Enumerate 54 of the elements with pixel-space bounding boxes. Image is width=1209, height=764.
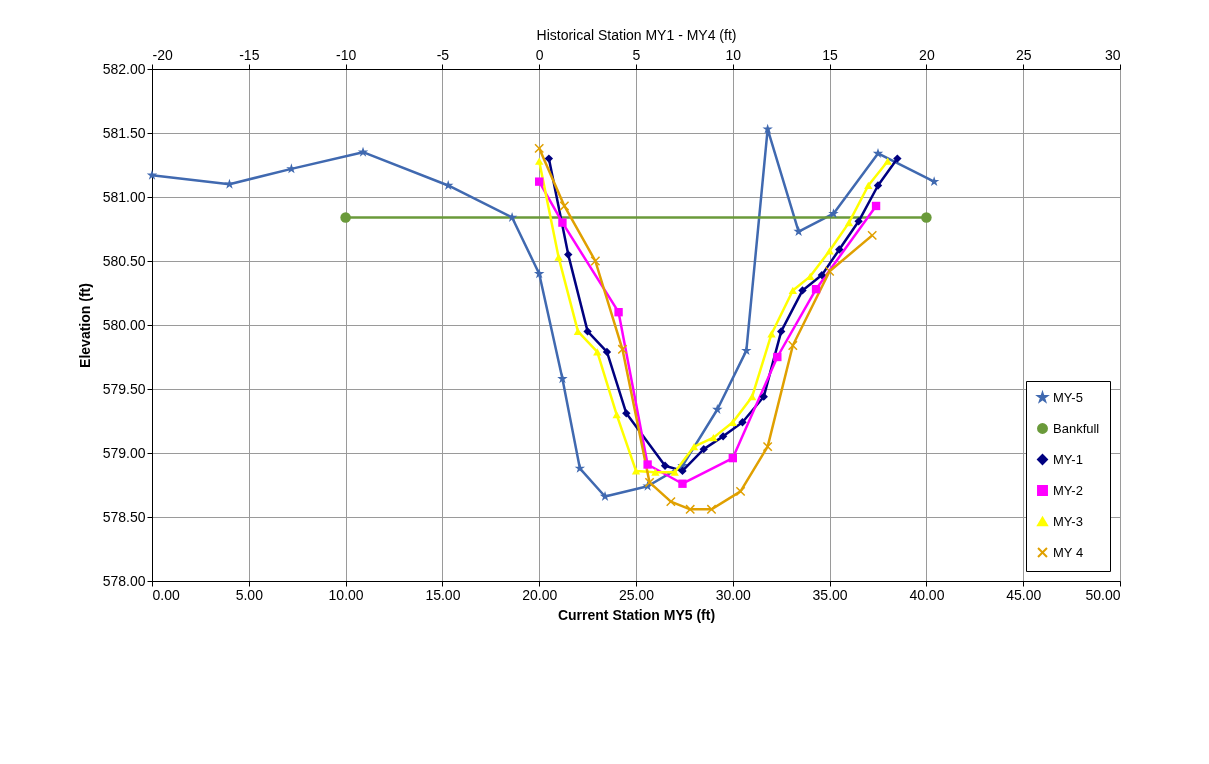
- y-tick-label: 579.00: [102, 444, 146, 461]
- y-tick-label: 581.00: [102, 188, 146, 205]
- y-tick-label: 580.00: [102, 316, 146, 333]
- x-tick-label: 20.00: [522, 586, 558, 603]
- x-tick-label: 30.00: [715, 586, 752, 603]
- legend-label: MY-1: [1053, 451, 1083, 467]
- x2-tick-label: 25: [1015, 46, 1032, 63]
- point: [828, 208, 839, 219]
- x-tick-label: 45.00: [1006, 586, 1042, 603]
- point: [928, 176, 940, 187]
- point: [340, 212, 351, 223]
- point: [574, 462, 586, 473]
- x2-tick-label: 15: [822, 46, 839, 63]
- legend-label: MY-2: [1053, 482, 1083, 498]
- x2-tick-label: -20: [152, 46, 173, 63]
- x2-axis-title: Historical Station MY1 - MY4 (ft): [536, 26, 737, 43]
- x-tick-label: 5.00: [235, 586, 264, 603]
- legend-label: Bankfull: [1053, 420, 1100, 436]
- y-axis-title: Elevation (ft): [76, 283, 93, 368]
- x-tick-label: 10.00: [328, 586, 364, 603]
- point: [793, 226, 804, 236]
- y-tick-label: 578.50: [102, 508, 146, 525]
- x-tick-label: 35.00: [812, 586, 848, 603]
- x-tick-label: 25.00: [618, 586, 655, 603]
- x2-tick-label: -15: [239, 46, 260, 63]
- y-tick-label: 581.50: [102, 124, 146, 141]
- point: [506, 212, 518, 222]
- y-tick-label: 579.50: [102, 380, 146, 397]
- x-axis-title: Current Station MY5 (ft): [557, 606, 716, 623]
- legend-label: MY 4: [1053, 544, 1084, 560]
- legend-label: MY-5: [1053, 389, 1083, 405]
- x-tick-label: 50.00: [1085, 586, 1121, 603]
- x2-tick-label: 10: [725, 46, 742, 63]
- x2-tick-label: 0: [535, 46, 544, 63]
- x2-tick-label: -10: [335, 46, 357, 63]
- point: [741, 345, 752, 356]
- point: [146, 169, 158, 180]
- y-tick-label: 582.00: [102, 60, 146, 77]
- point: [557, 373, 568, 384]
- point: [533, 268, 545, 279]
- x-tick-label: 0.00: [152, 586, 180, 603]
- x2-tick-label: -5: [436, 46, 450, 63]
- point: [762, 123, 773, 134]
- point: [712, 404, 723, 414]
- legend-label: MY-3: [1053, 513, 1083, 529]
- x2-tick-label: 30: [1104, 46, 1121, 63]
- y-tick-label: 580.50: [102, 252, 146, 269]
- y-tick-label: 578.00: [102, 572, 146, 589]
- x-tick-label: 15.00: [425, 586, 461, 603]
- x2-tick-label: 5: [632, 46, 641, 63]
- point: [921, 212, 932, 223]
- x2-tick-label: 20: [919, 46, 935, 63]
- x-tick-label: 40.00: [909, 586, 945, 603]
- point: [443, 180, 454, 190]
